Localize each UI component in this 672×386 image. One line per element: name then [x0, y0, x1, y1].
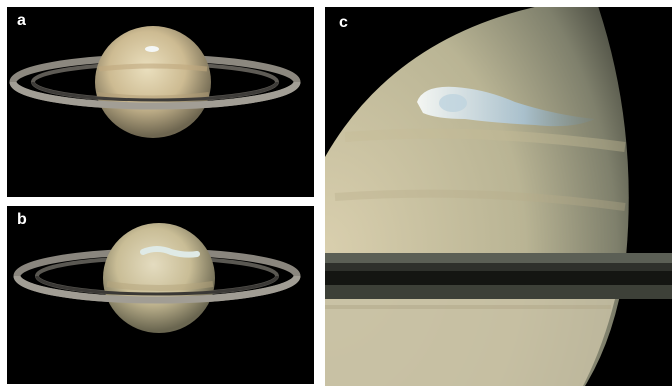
panel-c: c — [325, 7, 672, 386]
saturn-body-b — [103, 223, 215, 333]
panel-b: b — [7, 206, 314, 384]
saturn-image-b — [13, 223, 301, 333]
ring-shadow-c — [325, 271, 672, 285]
storm-band-b — [140, 246, 200, 258]
panel-b-label: b — [17, 211, 27, 228]
saturn-image-a — [9, 26, 301, 138]
panel-a: a — [7, 7, 314, 197]
storm-spot-a — [145, 46, 159, 52]
saturn-closeup-c — [325, 7, 672, 386]
ring-front-b — [13, 275, 301, 304]
ring-front-a — [9, 81, 301, 110]
panel-c-label: c — [339, 14, 348, 31]
panel-a-label: a — [17, 12, 26, 29]
ring-band-1-c — [325, 253, 672, 263]
saturn-body-a — [95, 26, 211, 138]
